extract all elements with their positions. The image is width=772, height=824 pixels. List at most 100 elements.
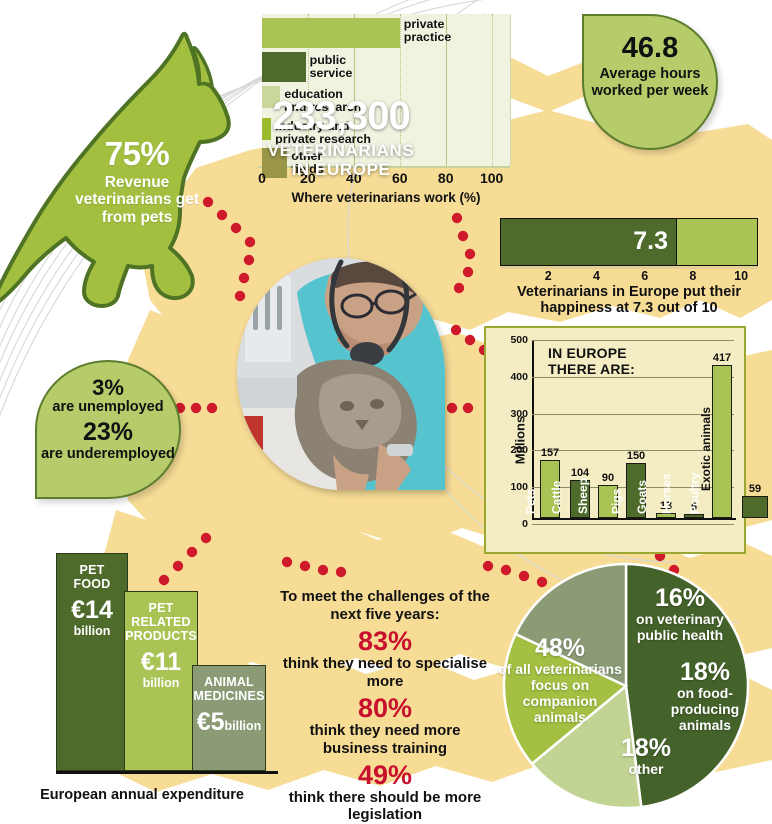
happiness-xtick: 2 <box>544 269 552 283</box>
bar-industry-and-private-research <box>262 118 272 140</box>
chart-european-expenditure: PET FOOD €14 billion PET RELATED PRODUCTS €11 bi… <box>14 553 280 803</box>
underemployed-label: are underemployed <box>41 445 175 462</box>
animal-value: 6 <box>690 501 698 513</box>
animal-value: 104 <box>570 466 590 479</box>
dog-stat-value: 75% <box>104 135 170 172</box>
animal-value: 157 <box>540 447 560 460</box>
happiness-xtick: 10 <box>734 269 749 283</box>
unemployment-bubble: 3% are unemployed 23% are underemployed <box>35 360 181 499</box>
vet-photo <box>237 258 445 490</box>
expenditure-category: ANIMAL MEDICINES <box>193 675 265 703</box>
challenge-desc-0: think they need to specialise more <box>282 655 488 690</box>
challenge-desc-2: think there should be more legislation <box>288 789 482 824</box>
animal-name: Exotic animals <box>698 407 713 492</box>
expenditure-bar-1: PET RELATED PRODUCTS €11 billion <box>124 591 198 771</box>
animal-name: Cattle <box>549 480 564 514</box>
animals-ytick: 300 <box>510 407 528 420</box>
chart-happiness: 7.3 2 4 6 8 10 Veterinarians in Europe put t… <box>500 218 762 316</box>
animal-bar-pigs: 150 Pigs <box>609 450 646 518</box>
animals-ylabel: Millions <box>512 415 528 465</box>
happiness-fill <box>501 219 678 265</box>
bar-label-private-practice: private practice <box>403 17 452 45</box>
xtick: 100 <box>479 170 504 186</box>
animal-bar-horses: 6 Horses <box>660 473 704 518</box>
happiness-track: 7.3 <box>500 218 758 266</box>
vet-count-value: 233,300 <box>272 94 411 138</box>
expenditure-bar-2: ANIMAL MEDICINES €5billion <box>192 665 266 771</box>
challenges-lead: To meet the challenges of the next five … <box>280 588 490 623</box>
animal-value: 417 <box>712 351 732 364</box>
vet-count-label-2: IN EUROPE <box>291 160 391 180</box>
happiness-caption: Veterinarians in Europe put their happin… <box>517 284 741 317</box>
challenge-pct-2: 49% <box>357 759 413 790</box>
gridline <box>445 14 447 166</box>
expenditure-unit: billion <box>73 624 111 638</box>
gridline <box>353 14 355 166</box>
focus-areas-pie <box>502 562 750 810</box>
average-hours-caption: Average hours worked per week <box>591 66 709 99</box>
bar-label-industry-and-private-research: industry and private research <box>275 119 371 147</box>
unemployed-label: are unemployed <box>52 399 164 416</box>
animals-gridline <box>532 524 734 525</box>
animals-yaxis <box>532 340 534 520</box>
pie-slice-2 <box>502 632 629 766</box>
animal-bar-cattle: 104 Cattle <box>549 467 590 518</box>
xtick: 60 <box>391 170 408 186</box>
expenditure-bar-0: PET FOOD €14 billion <box>56 553 128 771</box>
animals-ytick: 0 <box>522 518 528 530</box>
dog-stat-label: 75% Revenue veterinarians get from pets <box>62 135 212 226</box>
animal-bar-pets: 157 Pets <box>523 447 560 518</box>
average-hours-bubble: 46.8 Average hours worked per week <box>582 14 718 150</box>
chart-where-vets-work: private practice public service education and… <box>258 14 548 205</box>
bar-other-fields <box>262 148 288 178</box>
animals-ytick: 500 <box>510 334 528 346</box>
animals-ytick: 400 <box>510 370 528 383</box>
animals-xaxis <box>532 518 736 520</box>
unemployed-value: 3% <box>92 375 124 400</box>
expenditure-baseline <box>56 771 278 774</box>
challenge-pct-0: 83% <box>357 626 413 657</box>
animal-bar-poultry: 417 Poultry <box>687 352 732 518</box>
pie-label-other: 18% other <box>620 734 672 778</box>
bar-public-service <box>262 52 306 82</box>
pie-slice-1 <box>530 683 643 810</box>
xtick: 0 <box>258 170 266 186</box>
expenditure-amount: €14 <box>71 596 113 624</box>
bar-education-and-research <box>262 86 281 108</box>
bar-label-public-service: public service <box>309 53 353 81</box>
dog-silhouette-icon <box>0 8 244 308</box>
animal-name: Goats <box>634 479 649 514</box>
challenge-desc-1: think they need more business training <box>309 722 461 757</box>
where-vets-work-xlabel: Where veterinarians work (%) <box>291 190 481 205</box>
pie-label-food-producing: 18% on food-producing animals <box>670 658 740 733</box>
animals-gridline <box>532 340 734 341</box>
animals-ytick: 100 <box>510 481 528 494</box>
animal-name: Horses <box>659 473 674 514</box>
underemployed-value: 23% <box>82 418 134 447</box>
animal-value: 59 <box>748 483 762 496</box>
expenditure-category: PET FOOD <box>73 563 111 591</box>
expenditure-caption: European annual expenditure <box>40 787 244 803</box>
xtick: 80 <box>437 170 454 186</box>
happiness-xtick: 8 <box>689 269 697 283</box>
animal-name: Pets <box>523 488 538 514</box>
expenditure-unit: billion <box>142 676 180 690</box>
happiness-value: 7.3 <box>633 227 669 255</box>
animal-name: Pigs <box>609 488 624 514</box>
animals-title: IN EUROPE THERE ARE: <box>548 345 636 377</box>
average-hours-value: 46.8 <box>621 32 679 64</box>
animal-bar-sheep: 90 Sheep <box>576 472 618 518</box>
bar-label-education-and-research: education and research <box>284 87 362 115</box>
pie-label-public-health: 16% on veterinary public health <box>636 584 724 644</box>
happiness-xtick: 6 <box>641 269 649 283</box>
happiness-xtick: 4 <box>592 269 600 283</box>
expenditure-amount: €11 <box>140 648 182 676</box>
animals-gridline <box>532 413 734 415</box>
animal-name: Sheep <box>575 477 590 514</box>
animals-ytick: 200 <box>510 444 528 457</box>
animals-plot: 0 100 200 300 400 500 157 Pets 104 Cattle 90 Sheep 1… <box>510 334 768 530</box>
photo-headline-overlay: 233,300 VETERINARIANS IN EUROPE <box>237 96 445 179</box>
challenge-pct-1: 80% <box>357 692 413 723</box>
